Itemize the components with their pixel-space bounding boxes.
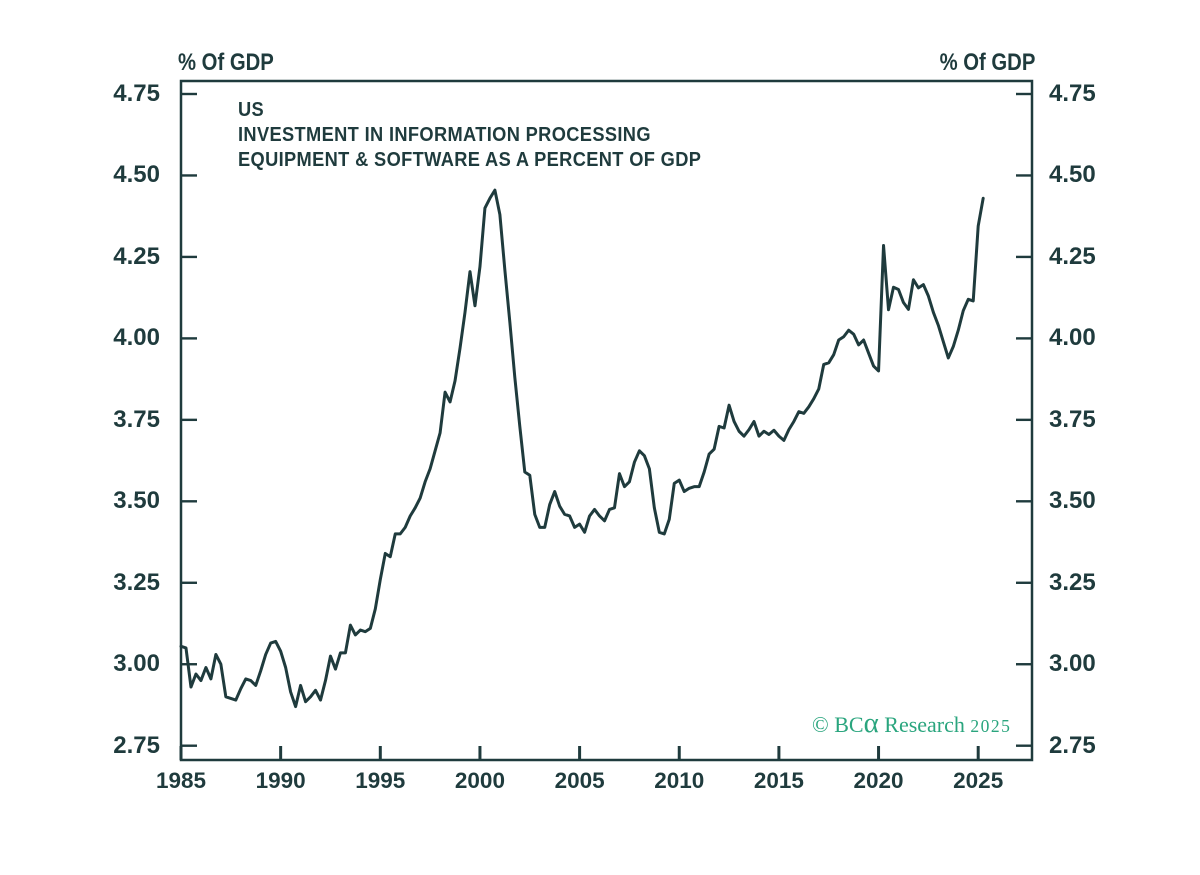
y-tick-label-right: 4.25 xyxy=(1049,242,1096,270)
y-tick-label-left: 3.50 xyxy=(113,487,160,515)
x-tick-label: 1985 xyxy=(155,768,207,793)
watermark-year: 2025 xyxy=(970,716,1012,736)
x-tick-label: 1995 xyxy=(355,768,406,793)
y-axis-unit-label-left: % Of GDP xyxy=(178,49,274,76)
y-tick-label-left: 3.00 xyxy=(113,650,160,678)
watermark-middle: Research xyxy=(878,712,971,737)
y-tick-label-left: 3.25 xyxy=(113,568,160,596)
x-tick-label: 2020 xyxy=(853,768,904,793)
y-tick-label-left: 4.00 xyxy=(113,324,160,352)
plot-frame xyxy=(179,79,1034,762)
y-tick-label-left: 3.75 xyxy=(113,405,160,433)
y-tick-label-left: 4.50 xyxy=(113,161,160,189)
x-tick-label: 2005 xyxy=(554,768,605,793)
watermark-prefix: © BC xyxy=(812,712,864,737)
chart-title: US INVESTMENT IN INFORMATION PROCESSING … xyxy=(238,97,701,172)
y-tick-label-left: 4.25 xyxy=(113,242,160,270)
y-tick-label-right: 3.75 xyxy=(1049,405,1096,433)
x-tick-label: 1990 xyxy=(255,768,306,793)
series-line xyxy=(179,188,985,709)
y-tick-label-right: 4.50 xyxy=(1049,161,1096,189)
x-tick-label: 2015 xyxy=(753,768,804,793)
y-tick-label-right: 4.00 xyxy=(1049,324,1096,352)
y-tick-label-right: 3.00 xyxy=(1049,650,1096,678)
y-tick-label-right: 2.75 xyxy=(1049,731,1096,759)
chart-title-line-3: EQUIPMENT & SOFTWARE AS A PERCENT OF GDP xyxy=(238,148,702,171)
x-tick-label: 2000 xyxy=(454,768,505,793)
x-tick-label: 2025 xyxy=(953,768,1004,793)
watermark: © BCα Research 2025 xyxy=(812,709,1012,738)
y-tick-label-left: 4.75 xyxy=(113,80,160,107)
y-tick-label-left: 2.75 xyxy=(113,731,160,759)
chart-title-line-2: INVESTMENT IN INFORMATION PROCESSING xyxy=(238,123,651,146)
watermark-alpha-glyph: α xyxy=(863,707,879,739)
y-tick-label-right: 4.75 xyxy=(1049,80,1096,107)
y-axis-unit-label-right: % Of GDP xyxy=(939,49,1035,76)
chart-title-line-1: US xyxy=(238,98,265,121)
y-tick-label-right: 3.50 xyxy=(1049,487,1096,515)
x-tick-label: 2010 xyxy=(654,768,705,793)
y-tick-label-right: 3.25 xyxy=(1049,568,1096,596)
